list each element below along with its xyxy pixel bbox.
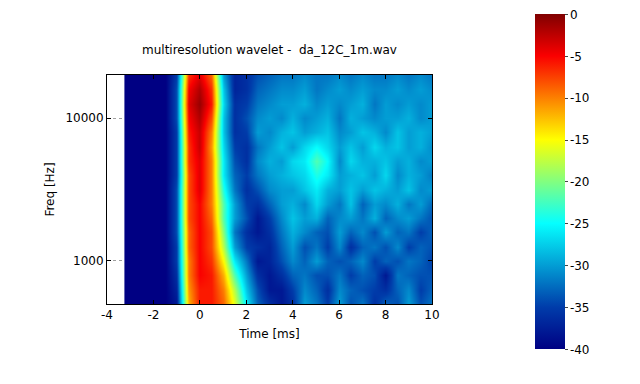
svg-text:4: 4 [289, 308, 297, 322]
svg-text:1000: 1000 [73, 254, 104, 268]
svg-text:-15: -15 [570, 133, 590, 147]
svg-text:2: 2 [242, 308, 250, 322]
svg-text:6: 6 [335, 308, 343, 322]
svg-text:10: 10 [424, 308, 439, 322]
svg-text:0: 0 [196, 308, 204, 322]
svg-text:-2: -2 [147, 308, 159, 322]
svg-text:-4: -4 [101, 308, 113, 322]
svg-text:-35: -35 [570, 301, 590, 315]
svg-text:-20: -20 [570, 175, 590, 189]
svg-text:8: 8 [382, 308, 390, 322]
svg-text:Time [ms]: Time [ms] [238, 327, 300, 341]
svg-text:-5: -5 [570, 50, 582, 64]
svg-text:0: 0 [570, 8, 578, 22]
svg-text:-10: -10 [570, 91, 590, 105]
svg-text:-25: -25 [570, 217, 590, 231]
svg-text:-30: -30 [570, 259, 590, 273]
svg-text:Freq [Hz]: Freq [Hz] [43, 162, 57, 216]
svg-text:multiresolution wavelet - da_: multiresolution wavelet - da_12C_1m.wav [142, 43, 397, 57]
svg-text:10000: 10000 [65, 111, 103, 125]
svg-text:-40: -40 [570, 343, 590, 357]
